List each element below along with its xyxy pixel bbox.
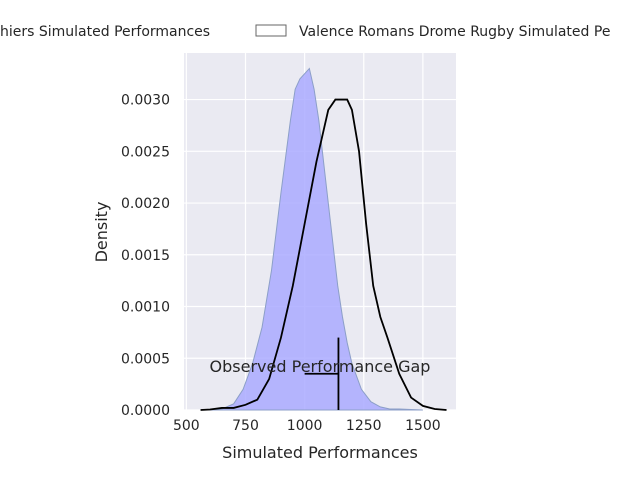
y-tick-label: 0.0005 (121, 351, 170, 367)
series-layer (200, 67, 447, 411)
y-tick-label: 0.0030 (121, 93, 170, 109)
legend-swatch-series-2 (255, 24, 287, 37)
legend: hiers Simulated Performances Valence Rom… (0, 24, 610, 40)
y-tick-label: 0.0020 (121, 196, 170, 212)
tick-label-layer: 500 750 1000 1250 1500 0.0000 0.0005 0.0010 0.00… (121, 93, 441, 434)
y-axis-title: Density (92, 202, 111, 263)
y-tick-label: 0.0025 (121, 144, 170, 160)
y-tick-label: 0.0000 (121, 403, 170, 419)
x-tick-label: 1500 (405, 418, 441, 434)
x-axis-title: Simulated Performances (222, 443, 418, 462)
x-tick-label: 1000 (287, 418, 323, 434)
annotation-layer: Observed Performance Gap (210, 337, 431, 410)
annotation-text: Observed Performance Gap (210, 357, 431, 376)
x-tick-label: 500 (173, 418, 200, 434)
legend-label-series-2: Valence Romans Drome Rugby Simulated Pe (299, 24, 610, 40)
x-tick-label: 1250 (346, 418, 382, 434)
x-tick-label: 750 (232, 418, 259, 434)
y-tick-label: 0.0010 (121, 300, 170, 316)
series-2-density-line (200, 98, 447, 411)
legend-label-series-1: hiers Simulated Performances (0, 24, 210, 40)
y-tick-label: 0.0015 (121, 248, 170, 264)
